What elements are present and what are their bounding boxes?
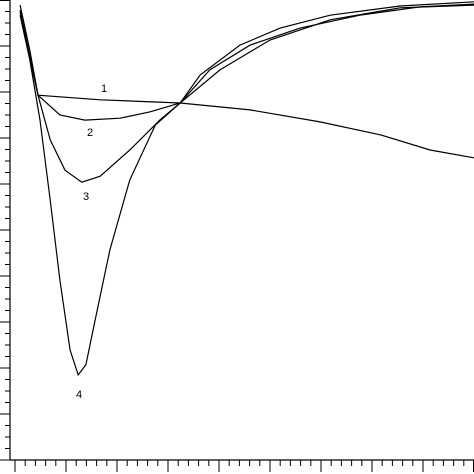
line (19, 3, 474, 183)
line (19, 4, 474, 159)
curve-label: 1 (101, 83, 107, 95)
curve-label: 4 (76, 389, 82, 401)
curve-label: 2 (87, 127, 93, 139)
curve-label: 3 (83, 191, 89, 203)
line (19, 1, 474, 377)
line (19, 4, 474, 121)
